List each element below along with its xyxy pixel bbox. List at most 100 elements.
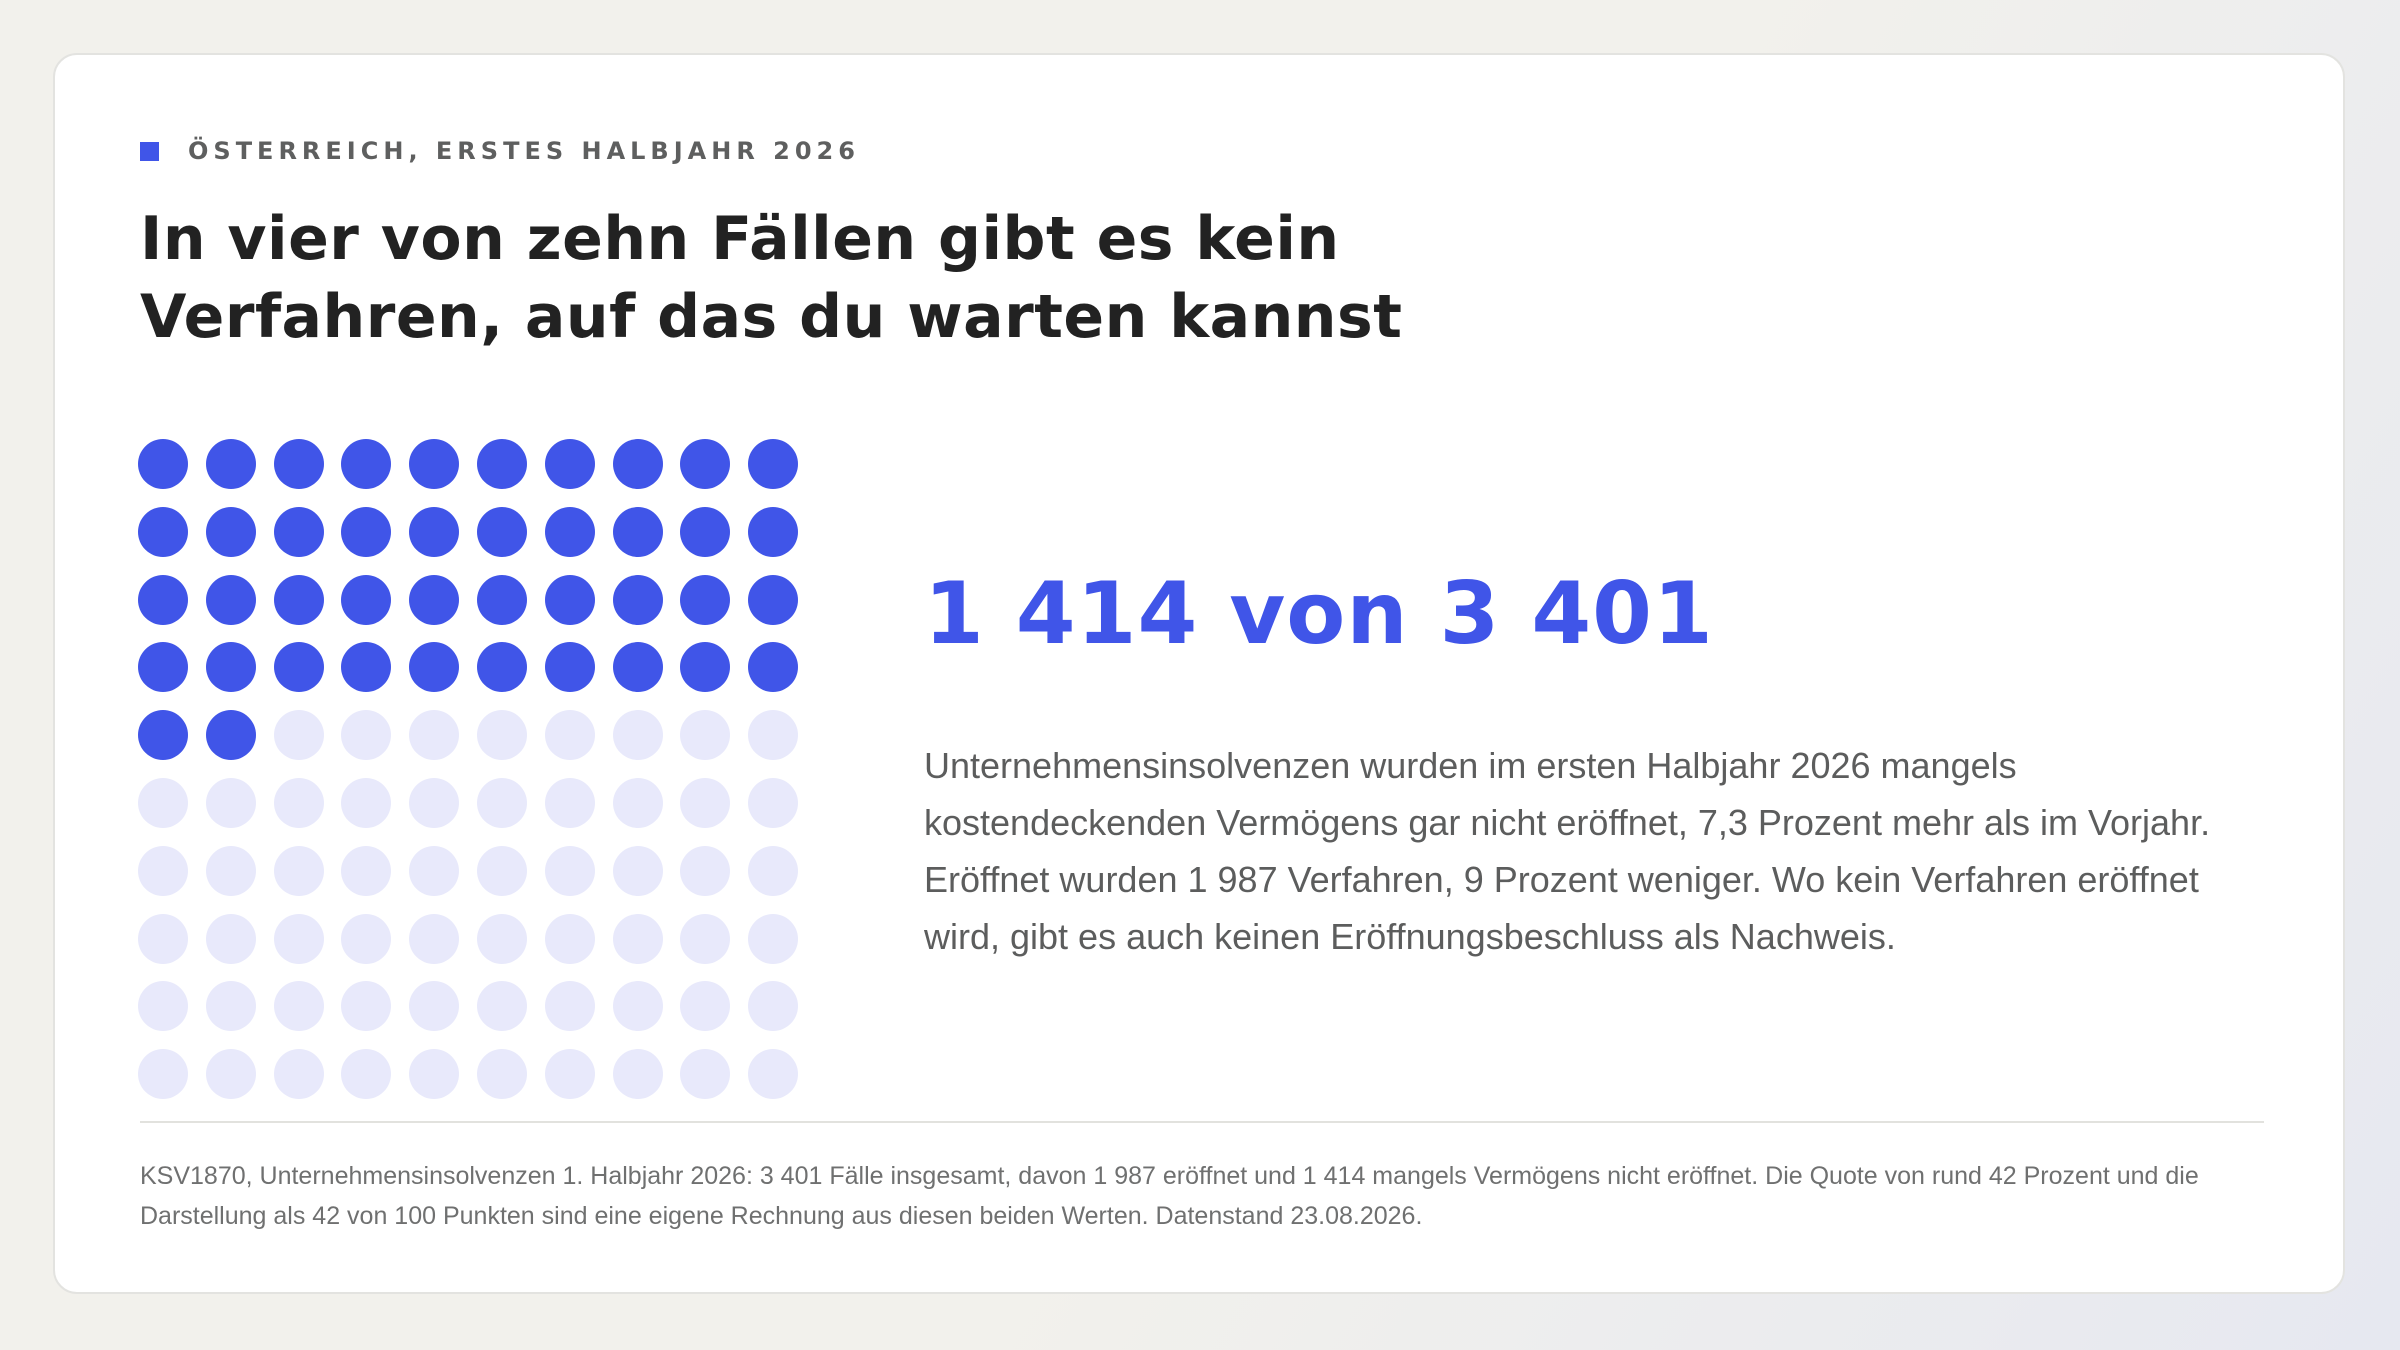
waffle-dot-empty	[409, 913, 460, 964]
eyebrow: ÖSTERREICH, ERSTES HALBJAHR 2026	[140, 134, 860, 168]
waffle-dot-filled	[341, 439, 392, 489]
page-title: In vier von zehn Fällen gibt es kein Verf…	[140, 200, 1540, 356]
waffle-dot-filled	[273, 439, 324, 489]
waffle-dot-empty	[205, 778, 256, 828]
waffle-dot-empty	[680, 845, 731, 896]
waffle-dot-filled	[138, 506, 188, 557]
waffle-dot-empty	[748, 845, 799, 896]
waffle-dot-filled	[748, 506, 799, 557]
eyebrow-square-icon	[140, 141, 159, 161]
waffle-dot-empty	[409, 845, 460, 896]
waffle-dot-empty	[138, 981, 188, 1032]
waffle-dot-empty	[680, 913, 731, 964]
waffle-dot-empty	[273, 1049, 324, 1100]
waffle-dot-empty	[544, 710, 595, 761]
waffle-dot-empty	[409, 1049, 460, 1100]
source-note: KSV1870, Unternehmensinsolvenzen 1. Halb…	[140, 1162, 2199, 1230]
waffle-dot-empty	[341, 1049, 392, 1100]
waffle-dot-filled	[409, 439, 460, 489]
waffle-dot-empty	[273, 710, 324, 761]
waffle-dot-filled	[748, 642, 799, 693]
waffle-dot-empty	[477, 913, 527, 964]
waffle-dot-empty	[205, 913, 256, 964]
waffle-dot-empty	[477, 981, 527, 1032]
waffle-dot-empty	[680, 981, 731, 1032]
waffle-dot-empty	[341, 845, 392, 896]
waffle-dot-empty	[138, 778, 188, 828]
waffle-dot-empty	[612, 913, 663, 964]
waffle-dot-filled	[680, 574, 731, 625]
waffle-dot-filled	[138, 574, 188, 625]
title-line-2: Verfahren, auf das du warten kannst	[140, 282, 1403, 352]
waffle-dot-empty	[341, 913, 392, 964]
waffle-dot-filled	[341, 506, 392, 557]
waffle-dot-empty	[341, 981, 392, 1032]
waffle-dot-empty	[409, 981, 460, 1032]
waffle-dot-empty	[273, 778, 324, 828]
waffle-dot-filled	[612, 439, 663, 489]
waffle-dot-filled	[748, 439, 799, 489]
waffle-dot-filled	[273, 506, 324, 557]
waffle-dot-empty	[612, 845, 663, 896]
waffle-dot-empty	[138, 913, 188, 964]
waffle-dot-filled	[544, 439, 595, 489]
waffle-dot-empty	[748, 981, 799, 1032]
title-line-1: In vier von zehn Fällen gibt es kein	[140, 204, 1340, 274]
waffle-dot-empty	[680, 778, 731, 828]
waffle-dot-empty	[273, 981, 324, 1032]
waffle-dot-filled	[205, 710, 256, 761]
waffle-dot-empty	[680, 710, 731, 761]
waffle-dot-filled	[409, 506, 460, 557]
waffle-dot-filled	[612, 506, 663, 557]
waffle-dot-filled	[205, 506, 256, 557]
waffle-dot-filled	[138, 642, 188, 693]
waffle-dot-empty	[341, 778, 392, 828]
eyebrow-label: ÖSTERREICH, ERSTES HALBJAHR 2026	[188, 137, 860, 165]
waffle-dot-filled	[205, 574, 256, 625]
waffle-dot-filled	[748, 574, 799, 625]
waffle-dot-empty	[544, 778, 595, 828]
waffle-dot-empty	[544, 981, 595, 1032]
waffle-dot-empty	[205, 981, 256, 1032]
waffle-dot-empty	[205, 845, 256, 896]
waffle-dot-filled	[477, 439, 527, 489]
waffle-dot-empty	[477, 845, 527, 896]
waffle-dot-empty	[477, 710, 527, 761]
waffle-dot-empty	[612, 981, 663, 1032]
waffle-dot-empty	[273, 845, 324, 896]
waffle-dot-filled	[544, 574, 595, 625]
waffle-dot-empty	[341, 710, 392, 761]
waffle-dot-empty	[409, 778, 460, 828]
waffle-dot-empty	[748, 710, 799, 761]
waffle-dot-filled	[680, 642, 731, 693]
waffle-dot-empty	[409, 710, 460, 761]
waffle-dot-filled	[205, 642, 256, 693]
waffle-dot-filled	[341, 642, 392, 693]
waffle-dot-filled	[477, 642, 527, 693]
body-text: Unternehmensinsolvenzen wurden im ersten…	[924, 745, 2211, 957]
waffle-dot-filled	[341, 574, 392, 625]
divider	[140, 1121, 2264, 1123]
waffle-dot-empty	[477, 1049, 527, 1100]
waffle-dot-filled	[409, 574, 460, 625]
waffle-chart	[138, 439, 808, 1119]
waffle-dot-empty	[748, 1049, 799, 1100]
waffle-dot-filled	[138, 439, 188, 489]
waffle-dot-empty	[680, 1049, 731, 1100]
waffle-dot-filled	[409, 642, 460, 693]
waffle-dot-empty	[205, 1049, 256, 1100]
waffle-dot-filled	[612, 574, 663, 625]
waffle-dot-filled	[544, 506, 595, 557]
waffle-dot-empty	[477, 778, 527, 828]
waffle-dot-filled	[612, 642, 663, 693]
waffle-dot-empty	[273, 913, 324, 964]
waffle-dot-empty	[544, 845, 595, 896]
waffle-dot-empty	[544, 1049, 595, 1100]
waffle-dot-empty	[612, 778, 663, 828]
waffle-dot-empty	[138, 845, 188, 896]
info-card: ÖSTERREICH, ERSTES HALBJAHR 2026 In vier…	[53, 53, 2345, 1294]
waffle-dot-empty	[748, 913, 799, 964]
waffle-dot-empty	[138, 1049, 188, 1100]
waffle-dot-empty	[612, 1049, 663, 1100]
waffle-dot-empty	[612, 710, 663, 761]
